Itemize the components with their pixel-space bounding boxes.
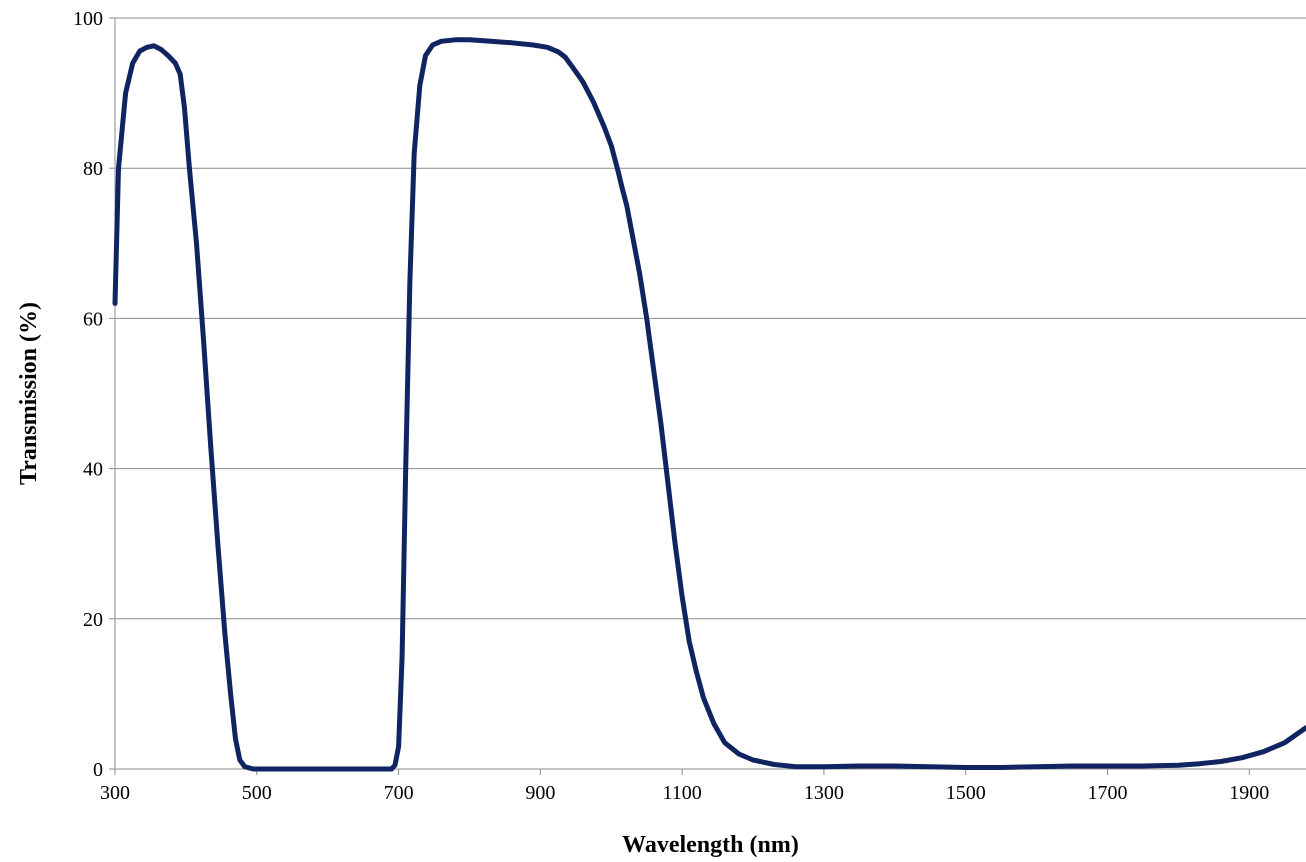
y-tick-labels: 0 20 40 60 80 100 — [73, 8, 103, 781]
x-tick-label-1500: 1500 — [946, 782, 986, 804]
x-tick-label-500: 500 — [242, 782, 272, 804]
y-tick-label-80: 80 — [83, 158, 103, 180]
y-tick-label-0: 0 — [93, 759, 103, 781]
x-tick-label-900: 900 — [525, 782, 555, 804]
x-tick-label-700: 700 — [384, 782, 414, 804]
x-tick-label-300: 300 — [100, 782, 130, 804]
x-axis-title: Wavelength (nm) — [622, 832, 799, 858]
x-tick-label-1300: 1300 — [804, 782, 844, 804]
x-tick-label-1100: 1100 — [663, 782, 702, 804]
series-line-0 — [112, 37, 1306, 772]
x-tick-label-1700: 1700 — [1088, 782, 1128, 804]
y-axis-title: Transmission (%) — [16, 302, 42, 485]
y-tick-label-100: 100 — [73, 8, 103, 30]
gridlines — [115, 17, 1306, 620]
x-tick-labels: 300 500 700 900 1100 1300 1500 1700 1900 — [100, 782, 1269, 804]
y-tick-label-60: 60 — [83, 308, 103, 330]
y-tick-label-40: 40 — [83, 459, 103, 481]
series-layer — [112, 37, 1306, 772]
y-tick-label-20: 20 — [83, 609, 103, 631]
x-tick-label-1900: 1900 — [1229, 782, 1269, 804]
